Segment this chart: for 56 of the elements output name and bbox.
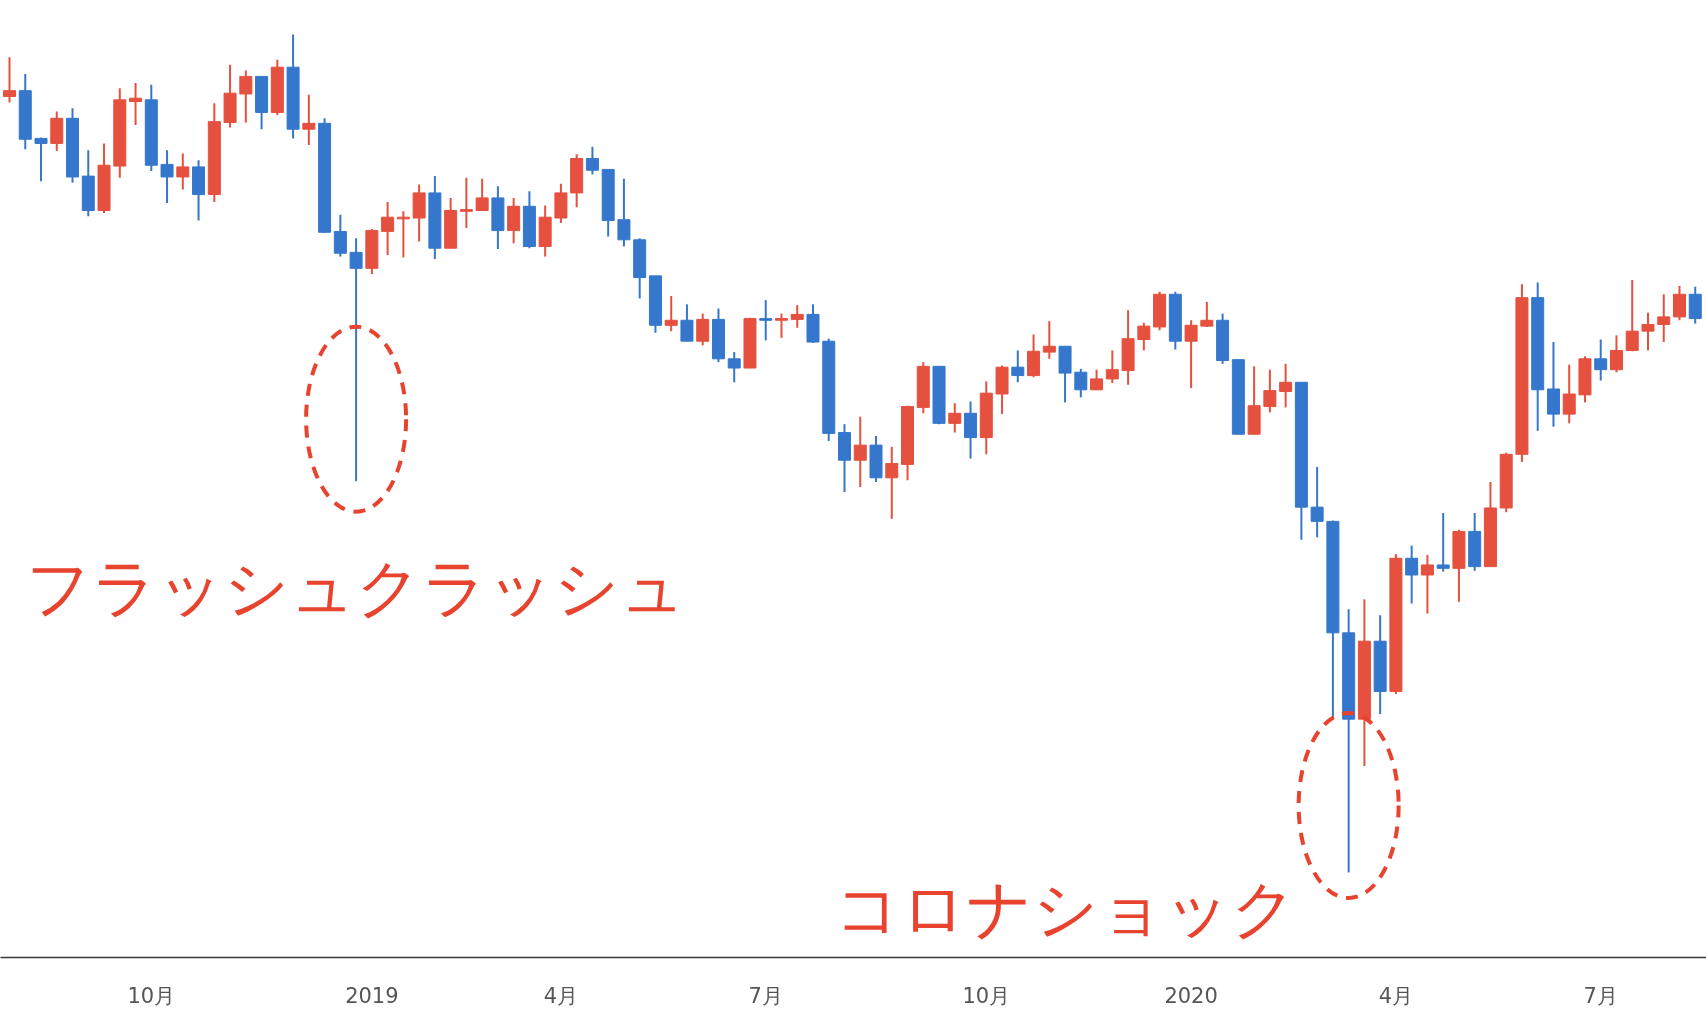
candlestick	[1625, 279, 1639, 353]
candlestick	[333, 213, 347, 258]
x-tick-label: 10月	[127, 983, 176, 1008]
candlestick	[790, 304, 804, 329]
candlestick	[664, 294, 678, 333]
candlestick	[1310, 465, 1324, 539]
candlestick	[727, 351, 741, 384]
candlestick	[1184, 319, 1198, 390]
candlestick	[1594, 338, 1608, 382]
candlestick	[1279, 362, 1293, 409]
candlestick	[1200, 300, 1214, 328]
candlestick	[1042, 320, 1056, 360]
candlestick	[948, 402, 962, 434]
candlestick	[617, 177, 631, 248]
candlestick	[1420, 553, 1434, 615]
x-tick-label: 7月	[748, 983, 783, 1008]
candlestick	[1090, 368, 1104, 391]
candlestick	[1074, 367, 1088, 399]
candlestick	[3, 56, 16, 104]
candlestick	[381, 201, 395, 256]
x-tick-label: 2019	[345, 983, 399, 1008]
x-tick-label: 10月	[962, 983, 1011, 1008]
candlestick	[1657, 293, 1671, 344]
x-tick-label: 4月	[543, 983, 579, 1008]
candlestick	[302, 93, 316, 147]
candlestick	[1105, 349, 1119, 385]
annotation: コロナショック	[834, 871, 1297, 946]
candlestick	[160, 149, 174, 204]
candlestick	[396, 210, 410, 259]
candlestick	[1263, 368, 1277, 414]
candlestick	[129, 82, 143, 126]
candlestick	[885, 445, 899, 520]
candlestick	[459, 176, 473, 230]
x-tick-label: 7月	[1583, 983, 1618, 1008]
candlestick	[1011, 349, 1025, 384]
candlestick	[1562, 363, 1576, 425]
candlestick	[759, 299, 773, 342]
candlestick	[475, 177, 489, 212]
candlestick	[585, 145, 599, 176]
x-tick-label: 2020	[1164, 983, 1218, 1008]
candlestick	[680, 303, 694, 343]
candlestick	[1405, 544, 1419, 605]
candlestick	[239, 69, 253, 124]
candlestick	[176, 152, 190, 191]
candlestick	[34, 136, 48, 183]
candlestick	[1641, 311, 1655, 352]
x-tick-label: 4月	[1378, 983, 1414, 1008]
candlestick	[1672, 284, 1686, 322]
candlestick	[853, 415, 867, 489]
candlestick	[774, 312, 788, 339]
candlestick	[1609, 334, 1623, 374]
candlestick	[696, 312, 710, 347]
candlestick	[349, 237, 363, 483]
candlestick	[1436, 512, 1450, 573]
candlestick	[1137, 321, 1151, 352]
annotation: フラッシュクラッシュ	[26, 551, 687, 626]
